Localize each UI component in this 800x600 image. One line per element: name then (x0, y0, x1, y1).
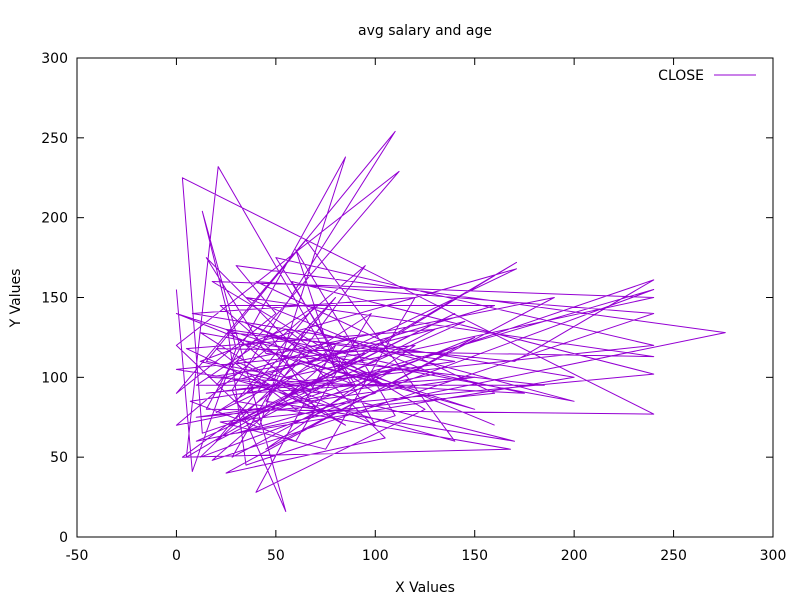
chart-title: avg salary and age (358, 23, 492, 39)
x-tick-label: 150 (461, 548, 488, 564)
plot-area (175, 130, 726, 512)
x-tick-label: 100 (362, 548, 389, 564)
y-tick-label: 100 (41, 370, 68, 386)
x-tick-label: -50 (66, 548, 89, 564)
axes: -50 0 50 100 150 200 250 300 0 50 100 150 200 250 300 (41, 51, 786, 564)
x-axis-title: X Values (395, 580, 455, 596)
legend-label-close: CLOSE (658, 68, 704, 84)
x-tick-label: 50 (267, 548, 285, 564)
y-tick-label: 0 (59, 530, 68, 546)
y-axis-title: Y Values (8, 269, 24, 329)
y-tick-label: 300 (41, 51, 68, 67)
x-tick-label: 300 (760, 548, 787, 564)
y-tick-label: 50 (50, 450, 68, 466)
x-tick-label: 0 (172, 548, 181, 564)
legend: CLOSE (658, 68, 756, 84)
y-tick-label: 250 (41, 131, 68, 147)
series-line-close (175, 130, 726, 512)
x-tick-label: 200 (561, 548, 588, 564)
y-tick-label: 200 (41, 211, 68, 227)
y-tick-label: 150 (41, 291, 68, 307)
x-tick-label: 250 (660, 548, 687, 564)
